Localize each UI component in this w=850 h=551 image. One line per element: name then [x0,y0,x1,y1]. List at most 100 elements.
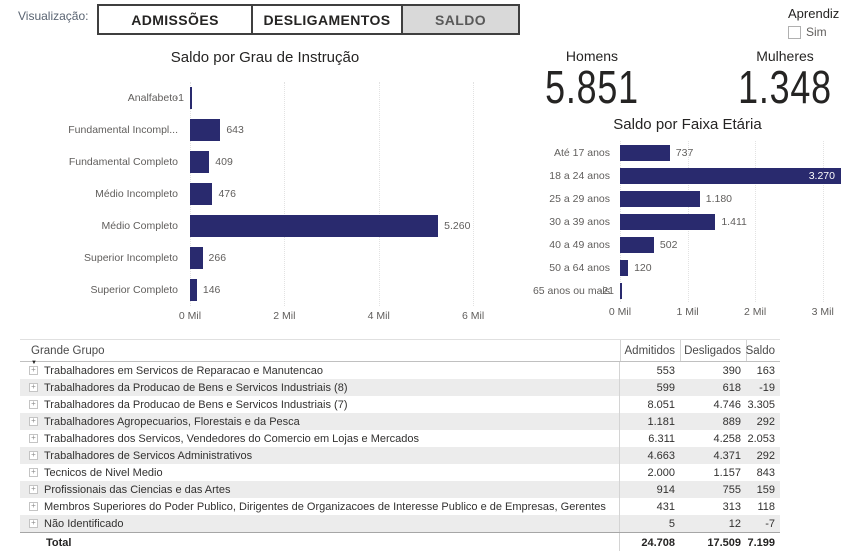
category-label: Superior Incompleto [84,252,178,264]
tab-desligamentos[interactable]: DESLIGAMENTOS [251,4,403,35]
desligados-cell: 618 [722,381,741,394]
bar[interactable] [620,190,700,207]
desligados-cell: 12 [728,517,741,530]
bar[interactable] [190,279,197,301]
category-label: 30 a 39 anos [549,215,610,228]
expand-icon[interactable]: + [29,485,38,494]
card-homens-value: 5.851 [545,61,639,113]
value-label: 476 [218,188,236,200]
chart-bar-row: Médio Completo 5.260 [20,210,510,242]
value-label: 266 [208,252,227,264]
bar[interactable] [620,167,841,184]
card-mulheres: Mulheres 1.348 [720,48,850,110]
table-row[interactable]: + Membros Superiores do Poder Publico, Di… [20,498,780,515]
admitidos-cell: 4.663 [647,449,675,462]
saldo-cell: -19 [759,381,775,394]
category-label: Superior Completo [90,284,178,296]
expand-icon[interactable]: + [29,400,38,409]
grande-grupo-cell: Membros Superiores do Poder Publico, Dir… [44,500,606,513]
bar[interactable] [620,259,629,276]
aprendiz-filter: Aprendiz Sim [788,6,839,39]
table-row[interactable]: + Trabalhadores dos Servicos, Vendedores … [20,430,780,447]
desligados-cell: 313 [722,500,741,513]
table-row[interactable]: + Não Identificado 5 12 -7 [20,515,780,532]
table-row[interactable]: + Trabalhadores Agropecuarios, Florestais… [20,413,780,430]
saldo-cell: 292 [756,449,775,462]
card-homens-label: Homens [565,48,619,64]
chart-title: Saldo por Grau de Instrução [170,49,360,66]
axis-tick-label: 0 Mil [608,306,632,318]
category-label: 25 a 29 anos [549,192,610,205]
table-row[interactable]: + Trabalhadores da Producao de Bens e Ser… [20,379,780,396]
bar[interactable] [190,119,221,141]
chart-bar-row: Fundamental Incompl... 643 [20,114,510,146]
gridline [378,82,380,306]
bar[interactable] [190,247,203,269]
desligados-cell: 390 [722,364,741,377]
saldo-cell: 118 [757,500,775,513]
value-label: -21 [598,284,614,297]
gridline [755,141,757,302]
axis-tick-label: 6 Mil [461,310,485,322]
chart-bar-row: Fundamental Completo 409 [20,146,510,178]
card-mulheres-label: Mulheres [756,48,814,64]
expand-icon[interactable]: + [29,502,38,511]
aprendiz-sim-checkbox[interactable] [788,25,801,39]
expand-icon[interactable]: + [29,383,38,392]
axis-tick-label: 3 Mil [811,306,834,318]
column-header-admitidos[interactable]: Admitidos [620,340,680,361]
chart-bar-row: 30 a 39 anos 1.411 [530,210,845,233]
table-row[interactable]: + Profissionais das Ciencias e das Artes 9… [20,481,780,498]
bar[interactable] [190,151,210,173]
saldo-cell: 2.053 [747,432,775,445]
bar[interactable] [190,87,192,109]
category-label: 40 a 49 anos [549,238,610,251]
total-label: Total [20,533,620,551]
saldo-cell: 163 [756,364,775,377]
visualization-label: Visualização: [18,9,89,23]
sort-descending-icon: ▼ [31,359,37,366]
bar[interactable] [620,144,670,161]
gridline [473,82,475,306]
axis-tick-label: 0 Mil [178,310,202,322]
expand-icon[interactable]: + [29,434,38,443]
tab-admissoes[interactable]: ADMISSÕES [97,4,253,35]
column-header-grande-grupo[interactable]: Grande Grupo ▼ [31,344,105,366]
bar[interactable] [190,215,439,237]
admitidos-cell: 5 [668,517,675,530]
saldo-cell: 843 [756,466,775,479]
bar[interactable] [620,282,622,299]
x-axis: 0 Mil 2 Mil 4 Mil 6 Mil [20,310,510,326]
desligados-cell: 4.371 [713,449,741,462]
admitidos-cell: 914 [656,483,675,496]
bar[interactable] [620,213,716,230]
table-row[interactable]: + Tecnicos de Nivel Medio 2.000 1.157 843 [20,464,780,481]
expand-icon[interactable]: + [29,417,38,426]
aprendiz-sim-label: Sim [806,25,827,39]
admitidos-cell: 1.181 [647,415,675,428]
admitidos-cell: 8.051 [647,398,675,411]
column-header-saldo[interactable]: Saldo [746,340,780,361]
expand-icon[interactable]: + [29,366,38,375]
bar[interactable] [190,183,213,205]
column-header-desligados[interactable]: Desligados [680,340,746,361]
admitidos-cell: 599 [656,381,675,394]
expand-icon[interactable]: + [29,451,38,460]
admitidos-cell: 6.311 [648,432,675,445]
desligados-cell: 4.258 [713,432,741,445]
table-row[interactable]: + Trabalhadores em Servicos de Reparacao … [20,362,780,379]
grande-grupo-cell: Trabalhadores em Servicos de Reparacao e… [44,364,324,377]
expand-icon[interactable]: + [29,519,38,528]
grande-grupo-cell: Não Identificado [44,517,124,530]
table-row[interactable]: + Trabalhadores da Producao de Bens e Ser… [20,396,780,413]
table-row[interactable]: + Trabalhadores de Servicos Administrativ… [20,447,780,464]
table-total-row: Total 24.708 17.509 7.199 [20,532,780,551]
chart-saldo-grau-instrucao: Saldo por Grau de Instrução Analfabeto -1… [20,45,510,335]
gridline [284,82,286,306]
tab-saldo[interactable]: SALDO [401,4,520,35]
bar[interactable] [620,236,654,253]
table-body: + Trabalhadores em Servicos de Reparacao … [20,362,780,532]
chart-bar-row: 65 anos ou mais -21 [530,279,845,302]
expand-icon[interactable]: + [29,468,38,477]
